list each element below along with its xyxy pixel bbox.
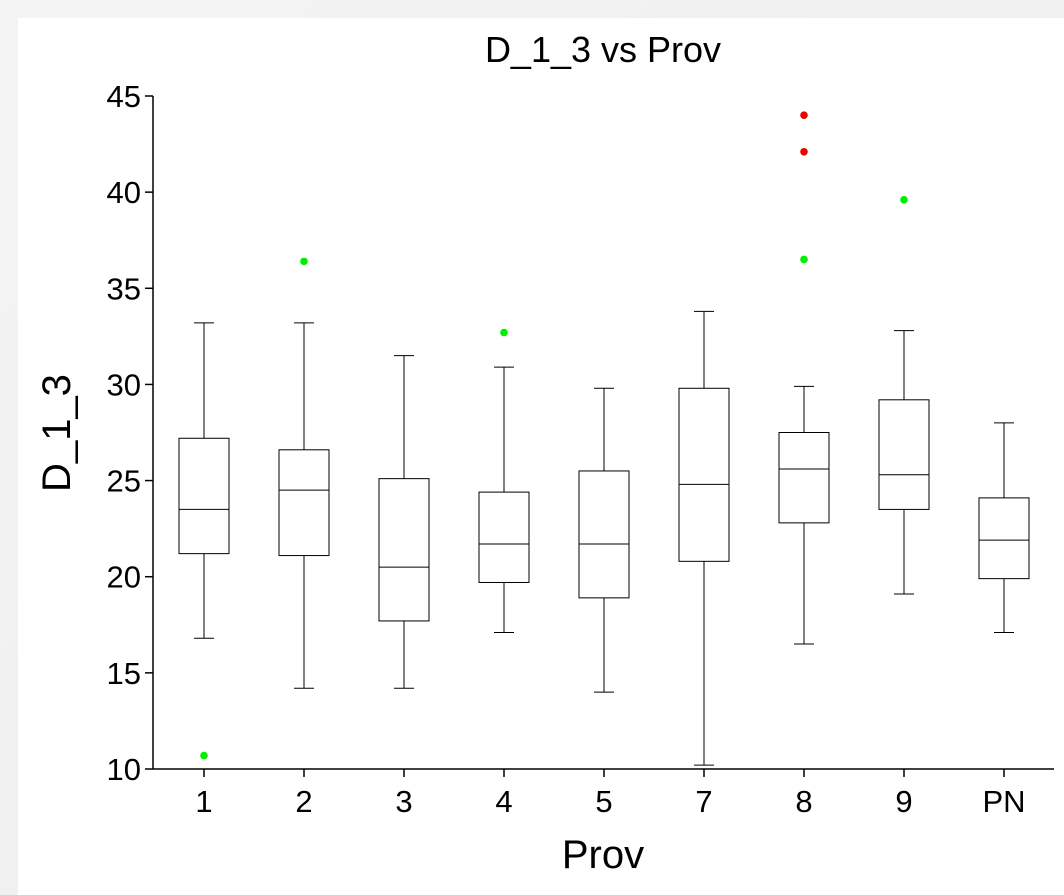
box-5 [578,387,630,693]
box-iqr [378,478,430,622]
chart-title: D_1_3 vs Prov [485,29,721,70]
outlier-point [800,255,808,264]
x-tick-label: 3 [395,784,412,819]
box-iqr [278,449,330,557]
outlier-point [800,147,808,156]
outlier-point [800,111,808,120]
x-tick-label: 2 [295,784,312,819]
box-3 [378,355,430,689]
x-tick-label: 7 [695,784,712,819]
x-tick-label: 4 [495,784,512,819]
x-axis-label: Prov [562,833,644,877]
box-iqr [578,470,630,599]
y-axis-label: D_1_3 [35,374,79,492]
box-4 [478,328,530,633]
outlier-point [200,751,208,760]
plot-area-background [18,18,1064,895]
box-1 [178,322,230,760]
box-9 [878,196,930,595]
box-iqr [478,491,530,583]
box-iqr [878,399,930,510]
y-tick-label: 25 [107,464,141,499]
y-tick-label: 45 [107,79,141,114]
x-tick-label: 9 [895,784,912,819]
box-iqr [978,497,1030,580]
box-2 [278,257,330,689]
outlier-point [300,257,308,266]
boxes-group [178,111,1030,766]
x-tick-label: 5 [595,784,612,819]
y-tick-label: 10 [107,752,141,787]
y-tick-label: 30 [107,367,141,402]
outlier-point [900,196,908,204]
box-iqr [678,387,730,562]
box-iqr [178,437,230,555]
box-PN [978,422,1030,633]
y-tick-label: 40 [107,175,141,210]
x-tick-label: 8 [795,784,812,819]
x-tick-label: PN [982,784,1025,819]
box-7 [678,310,730,766]
y-tick-label: 20 [107,560,141,595]
box-iqr [778,432,830,524]
x-tick-label: 1 [195,784,212,819]
y-tick-label: 35 [107,271,141,306]
y-tick-label: 15 [107,656,141,691]
box-8 [778,111,830,645]
outlier-point [500,328,508,337]
